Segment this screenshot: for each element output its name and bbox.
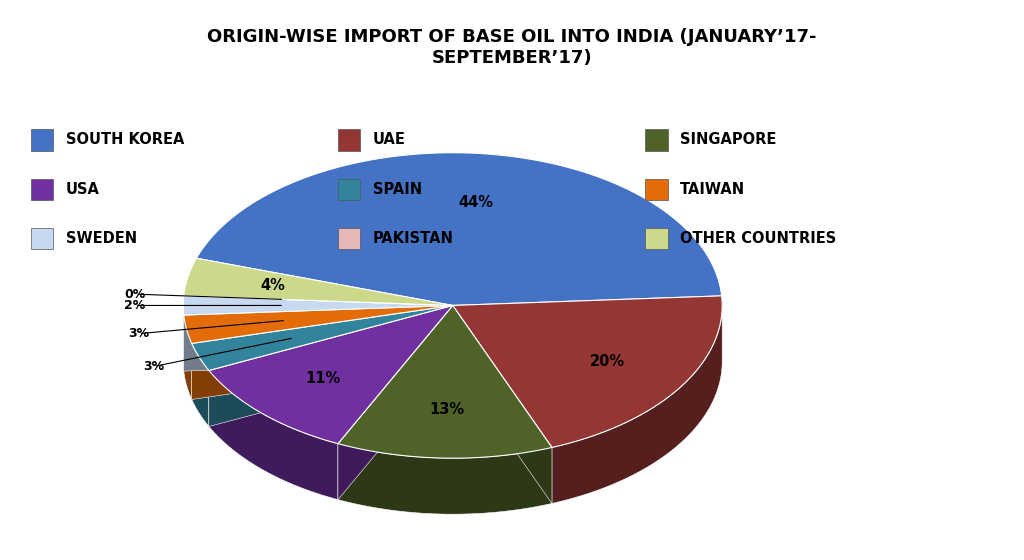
Text: 3%: 3% — [128, 327, 150, 340]
Polygon shape — [338, 305, 453, 500]
Polygon shape — [183, 296, 453, 315]
Polygon shape — [191, 305, 453, 399]
Text: 44%: 44% — [458, 195, 494, 210]
Text: ORIGIN-WISE IMPORT OF BASE OIL INTO INDIA (JANUARY’17-
SEPTEMBER’17): ORIGIN-WISE IMPORT OF BASE OIL INTO INDI… — [207, 28, 817, 67]
Polygon shape — [453, 305, 552, 503]
Polygon shape — [197, 153, 722, 305]
Polygon shape — [183, 305, 453, 371]
Polygon shape — [338, 305, 552, 458]
Polygon shape — [183, 258, 453, 305]
Text: USA: USA — [66, 182, 99, 197]
Polygon shape — [209, 305, 453, 427]
Text: 4%: 4% — [260, 278, 285, 293]
Text: SPAIN: SPAIN — [373, 182, 422, 197]
Polygon shape — [453, 296, 722, 447]
Polygon shape — [191, 343, 209, 427]
Polygon shape — [183, 315, 191, 399]
Polygon shape — [209, 305, 453, 444]
Polygon shape — [191, 305, 453, 371]
Polygon shape — [453, 305, 552, 503]
Polygon shape — [209, 371, 338, 500]
Text: OTHER COUNTRIES: OTHER COUNTRIES — [680, 231, 837, 246]
Text: 3%: 3% — [143, 360, 164, 373]
Text: 2%: 2% — [124, 299, 145, 312]
Polygon shape — [191, 305, 453, 399]
Text: 20%: 20% — [590, 353, 625, 368]
Text: PAKISTAN: PAKISTAN — [373, 231, 454, 246]
Polygon shape — [338, 305, 453, 500]
Text: 11%: 11% — [305, 371, 341, 386]
Polygon shape — [338, 444, 552, 514]
Polygon shape — [183, 296, 453, 305]
Text: 13%: 13% — [429, 402, 465, 417]
Text: SINGAPORE: SINGAPORE — [680, 133, 776, 147]
Polygon shape — [552, 306, 722, 503]
Text: SWEDEN: SWEDEN — [66, 231, 136, 246]
Text: SOUTH KOREA: SOUTH KOREA — [66, 133, 184, 147]
Text: TAIWAN: TAIWAN — [680, 182, 745, 197]
Polygon shape — [209, 305, 453, 427]
Text: 0%: 0% — [125, 288, 146, 301]
Polygon shape — [183, 305, 453, 371]
Text: UAE: UAE — [373, 133, 406, 147]
Polygon shape — [183, 305, 453, 343]
